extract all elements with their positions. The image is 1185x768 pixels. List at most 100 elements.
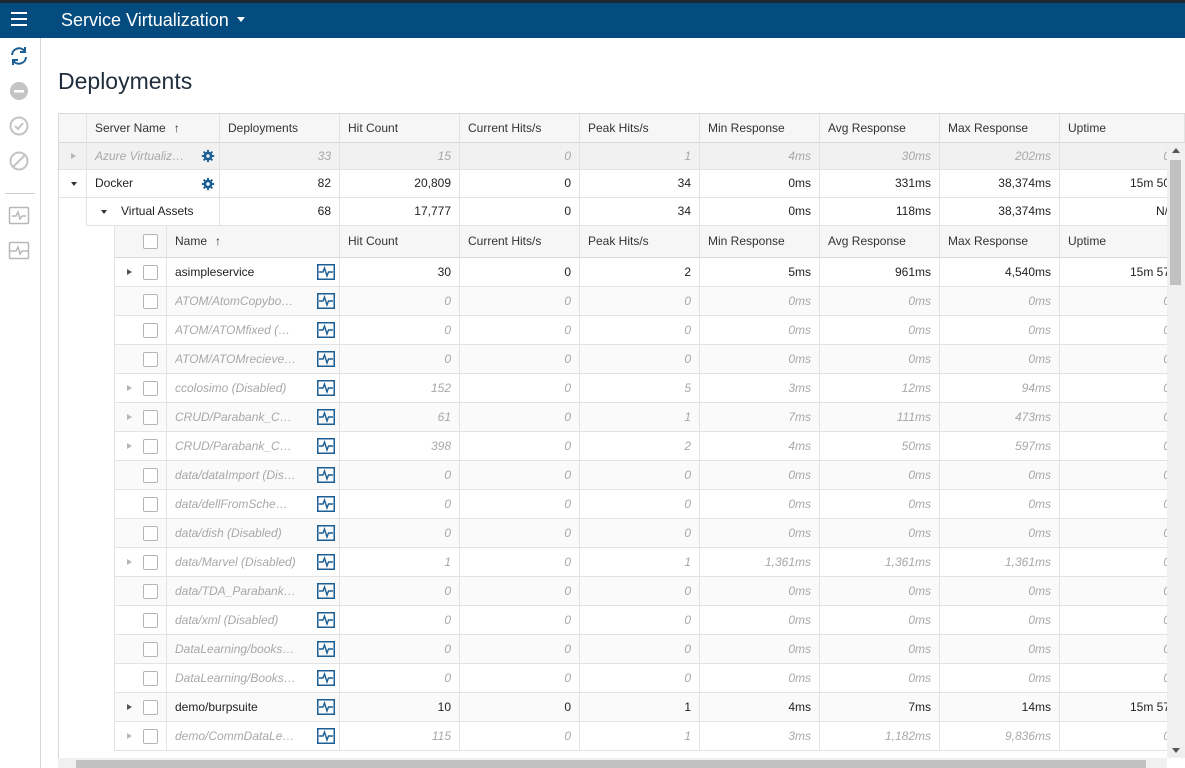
page-title: Deployments — [58, 68, 193, 94]
row-checkbox[interactable] — [143, 294, 158, 309]
header-deployments[interactable]: Deployments — [220, 114, 340, 143]
server-row-docker[interactable]: Docker 82 20,809 0 34 0ms 331ms 38,374ms… — [59, 170, 1185, 198]
expand-icon[interactable] — [127, 704, 132, 710]
vertical-scrollbar[interactable] — [1167, 143, 1185, 758]
scroll-up-icon[interactable] — [1172, 148, 1180, 153]
row-checkbox[interactable] — [143, 410, 158, 425]
header-uptime[interactable]: Uptime — [1060, 226, 1185, 258]
row-checkbox[interactable] — [143, 265, 158, 280]
hit-count-cell: 0 — [340, 461, 460, 490]
header-uptime[interactable]: Uptime — [1060, 114, 1185, 143]
header-max-response[interactable]: Max Response — [940, 114, 1060, 143]
row-checkbox[interactable] — [143, 555, 158, 570]
header-hit-count[interactable]: Hit Count — [340, 226, 460, 258]
table-row[interactable]: CRUD/Parabank_C…398024ms50ms597ms0s — [59, 432, 1185, 461]
pulse-monitor-icon[interactable] — [317, 351, 335, 367]
table-row[interactable]: ATOM/AtomCopybo…0000ms0ms0ms0s — [59, 287, 1185, 316]
expand-icon[interactable] — [127, 443, 132, 449]
row-checkbox[interactable] — [143, 613, 158, 628]
table-row[interactable]: data/dellFromSche…0000ms0ms0ms0s — [59, 490, 1185, 519]
gear-icon[interactable] — [201, 149, 215, 163]
expand-icon[interactable] — [127, 559, 132, 565]
scroll-thumb[interactable] — [1170, 160, 1181, 285]
table-row[interactable]: demo/burpsuite 10 0 1 4ms 7ms 14ms 15m 57s — [59, 693, 1185, 722]
row-checkbox[interactable] — [143, 700, 158, 715]
header-hit-count[interactable]: Hit Count — [340, 114, 460, 143]
pulse-monitor-icon[interactable] — [317, 612, 335, 628]
row-checkbox[interactable] — [143, 497, 158, 512]
pulse-monitor-icon[interactable] — [317, 583, 335, 599]
row-checkbox[interactable] — [143, 439, 158, 454]
row-checkbox[interactable] — [143, 468, 158, 483]
scroll-down-icon[interactable] — [1172, 748, 1180, 753]
header-min-response[interactable]: Min Response — [700, 114, 820, 143]
row-checkbox[interactable] — [143, 323, 158, 338]
pulse-monitor-icon[interactable] — [317, 728, 335, 744]
table-row[interactable]: ATOM/ATOMrecieve…0000ms0ms0ms0s — [59, 345, 1185, 374]
table-row[interactable]: data/xml (Disabled)0000ms0ms0ms0s — [59, 606, 1185, 635]
select-all-checkbox[interactable] — [143, 234, 158, 249]
pulse-monitor-icon[interactable] — [317, 641, 335, 657]
pulse-monitor-icon[interactable] — [317, 380, 335, 396]
header-peak-hits[interactable]: Peak Hits/s — [580, 114, 700, 143]
table-row[interactable]: ATOM/ATOMfixed (…0000ms0ms0ms0s — [59, 316, 1185, 345]
header-current-hits[interactable]: Current Hits/s — [460, 114, 580, 143]
group-row-virtual-assets[interactable]: Virtual Assets 68 17,777 0 34 0ms 118ms … — [59, 198, 1185, 226]
table-row[interactable]: CRUD/Parabank_C… 61017ms111ms473ms0s — [59, 403, 1185, 432]
remove-icon[interactable] — [8, 80, 30, 102]
pulse-monitor-icon[interactable] — [317, 467, 335, 483]
check-circle-icon[interactable] — [8, 115, 30, 137]
expand-icon[interactable] — [127, 414, 132, 420]
header-asset-name[interactable]: Name ↑ — [167, 226, 340, 258]
row-checkbox[interactable] — [143, 642, 158, 657]
table-row[interactable]: data/Marvel (Disabled) 1 0 1 1,361ms 1,361ms 1… — [59, 548, 1185, 577]
table-row[interactable]: ccolosimo (Disabled)152053ms12ms94ms0s — [59, 374, 1185, 403]
row-checkbox[interactable] — [143, 381, 158, 396]
pulse-monitor-icon[interactable] — [317, 293, 335, 309]
table-row[interactable]: data/dataImport (Dis…0000ms0ms0ms0s — [59, 461, 1185, 490]
expand-icon[interactable] — [71, 153, 76, 159]
monitor-icon[interactable] — [8, 205, 30, 227]
pulse-monitor-icon[interactable] — [317, 409, 335, 425]
pulse-monitor-icon[interactable] — [317, 554, 335, 570]
refresh-icon[interactable] — [8, 45, 30, 67]
pulse-monitor-icon[interactable] — [317, 264, 335, 280]
row-checkbox[interactable] — [143, 526, 158, 541]
row-checkbox[interactable] — [143, 352, 158, 367]
header-server-name[interactable]: Server Name ↑ — [87, 114, 220, 143]
expand-icon[interactable] — [127, 269, 132, 275]
collapse-icon[interactable] — [101, 210, 107, 214]
expand-icon[interactable] — [127, 733, 132, 739]
table-row[interactable]: data/TDA_Parabank…0000ms0ms0ms0s — [59, 577, 1185, 606]
table-row[interactable]: asimpleservice 30 0 2 5ms 961ms 4,540ms 15m 57s — [59, 258, 1185, 287]
header-peak-hits[interactable]: Peak Hits/s — [580, 226, 700, 258]
header-max-response[interactable]: Max Response — [940, 226, 1060, 258]
horizontal-scrollbar[interactable] — [58, 758, 1167, 768]
pulse-monitor-icon[interactable] — [317, 525, 335, 541]
expand-icon[interactable] — [127, 385, 132, 391]
header-avg-response[interactable]: Avg Response — [820, 226, 940, 258]
server-row-azure[interactable]: Azure Virtualiz… 33 15 0 1 4ms 30ms 202m… — [59, 143, 1185, 170]
pulse-monitor-icon[interactable] — [317, 322, 335, 338]
table-row[interactable]: DataLearning/books…0000ms0ms0ms0s — [59, 635, 1185, 664]
pulse-monitor-icon[interactable] — [317, 438, 335, 454]
table-row[interactable]: DataLearning/Books…0000ms0ms0ms0s — [59, 664, 1185, 693]
disabled-icon[interactable] — [8, 150, 30, 172]
row-checkbox[interactable] — [143, 671, 158, 686]
header-current-hits[interactable]: Current Hits/s — [460, 226, 580, 258]
pulse-monitor-icon[interactable] — [317, 699, 335, 715]
header-min-response[interactable]: Min Response — [700, 226, 820, 258]
gear-icon[interactable] — [201, 177, 215, 191]
pulse-monitor-icon[interactable] — [317, 496, 335, 512]
pulse-icon[interactable] — [8, 240, 30, 262]
scroll-thumb[interactable] — [76, 760, 1146, 768]
pulse-monitor-icon[interactable] — [317, 670, 335, 686]
row-checkbox[interactable] — [143, 729, 158, 744]
collapse-icon[interactable] — [71, 182, 77, 186]
row-checkbox[interactable] — [143, 584, 158, 599]
header-avg-response[interactable]: Avg Response — [820, 114, 940, 143]
app-title-dropdown[interactable]: Service Virtualization — [61, 10, 245, 31]
table-row[interactable]: data/dish (Disabled)0000ms0ms0ms0s — [59, 519, 1185, 548]
hamburger-menu-icon[interactable] — [11, 12, 27, 26]
